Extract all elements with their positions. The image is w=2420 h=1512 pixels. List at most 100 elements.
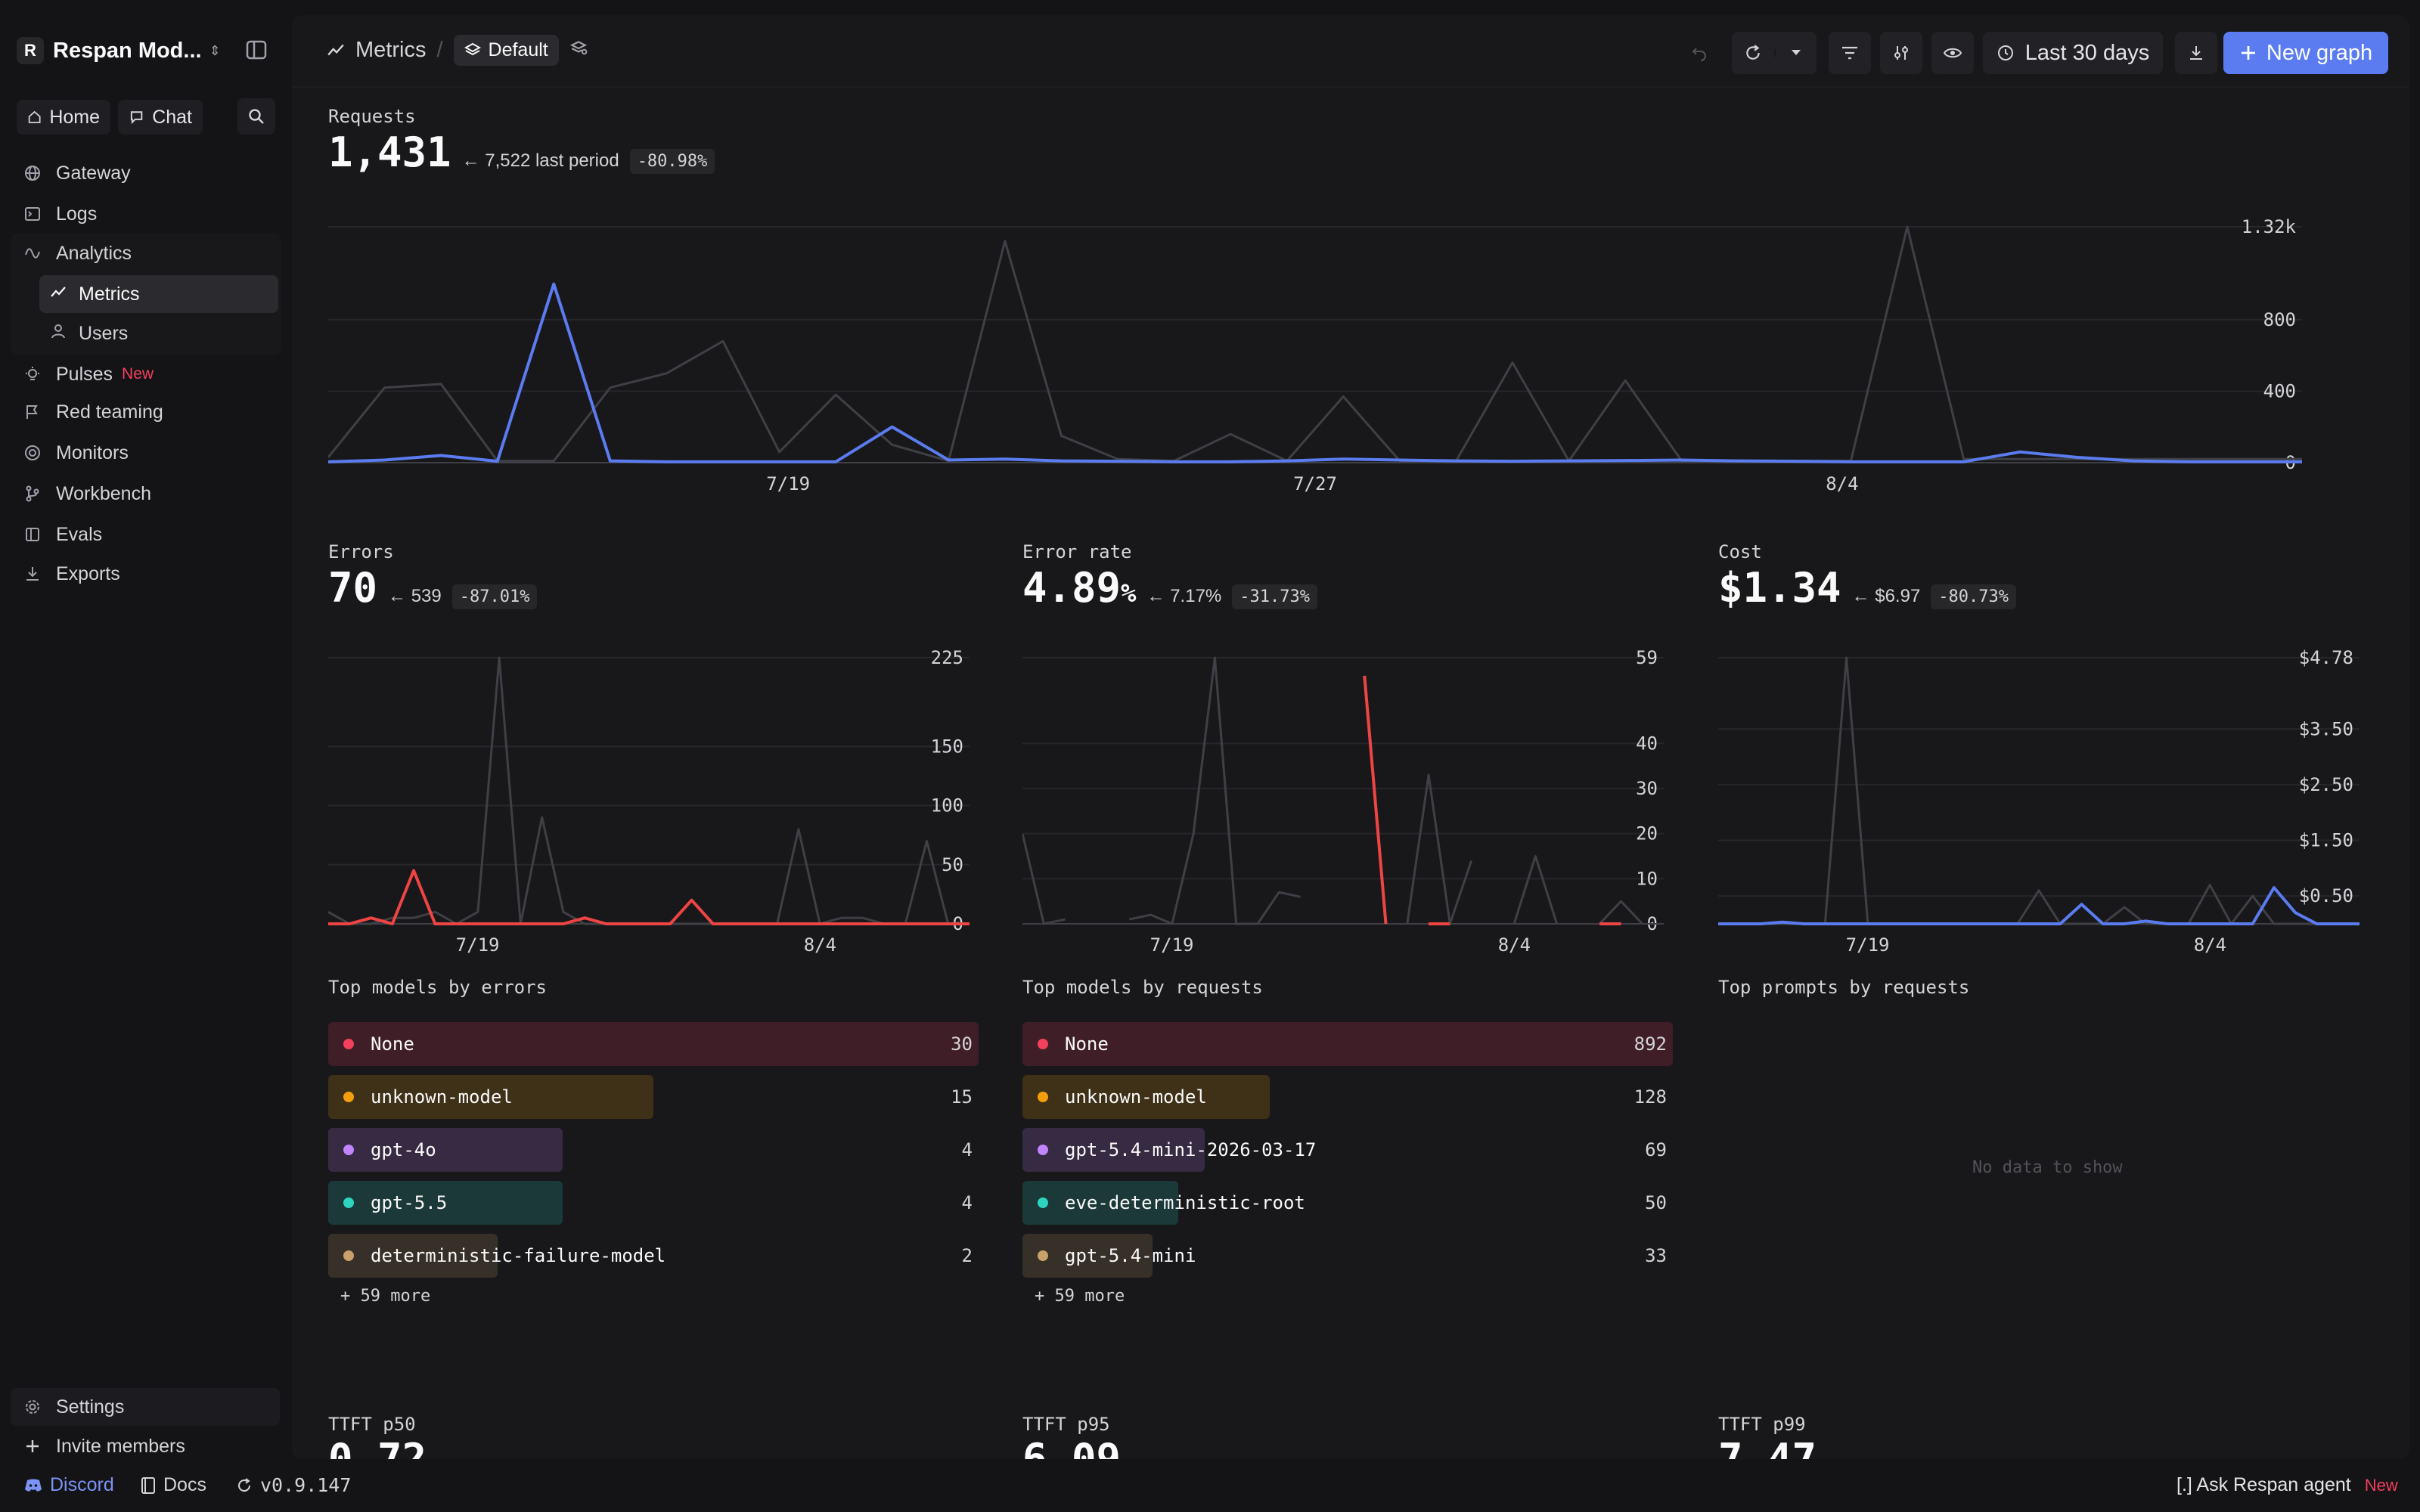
home-button[interactable]: Home <box>17 100 110 135</box>
cost-chart[interactable]: $4.78 $3.50 $2.50 $1.50 $0.50 7/19 8/4 <box>1718 643 2376 960</box>
refresh-group <box>1732 32 1817 74</box>
x-tick-label: 8/4 <box>1826 473 1858 494</box>
ttft-p50-value: 0.72 <box>328 1435 427 1459</box>
chat-label: Chat <box>152 106 192 128</box>
version-indicator[interactable]: v0.9.147 <box>236 1474 351 1496</box>
refresh-options-button[interactable] <box>1774 49 1817 57</box>
list-item-name: gpt-4o <box>371 1139 436 1160</box>
sidebar-label-workbench: Workbench <box>56 482 151 504</box>
sidebar-item-gateway[interactable]: Gateway <box>11 154 280 192</box>
list-item-count: 2 <box>961 1245 973 1266</box>
sidebar-toggle-button[interactable] <box>239 35 274 65</box>
sidebar-item-workbench[interactable]: Workbench <box>11 475 280 513</box>
ask-agent-button[interactable]: [.] Ask Respan agent New <box>2176 1474 2398 1496</box>
list-item[interactable]: gpt-5.5 4 <box>328 1181 979 1225</box>
sidebar-item-settings[interactable]: Settings <box>11 1388 280 1426</box>
show-more-link[interactable]: + 59 more <box>340 1287 431 1306</box>
list-item[interactable]: None 892 <box>1022 1022 1673 1066</box>
breadcrumb-metrics[interactable]: Metrics <box>355 37 427 62</box>
sidebar-item-exports[interactable]: Exports <box>11 555 280 593</box>
show-more-link[interactable]: + 59 more <box>1035 1287 1125 1306</box>
x-tick-label: 7/19 <box>766 473 810 494</box>
new-graph-button[interactable]: New graph <box>2223 32 2388 74</box>
refresh-icon <box>238 1477 251 1492</box>
y-tick-label: 50 <box>942 854 963 875</box>
legend-dot <box>343 1198 354 1208</box>
plus-icon <box>23 1436 42 1456</box>
list-item[interactable]: gpt-5.4-mini-2026-03-17 69 <box>1022 1128 1673 1172</box>
export-button[interactable] <box>2175 32 2217 74</box>
sidebar-label-evals: Evals <box>56 523 103 545</box>
sidebar-item-pulses[interactable]: Pulses New <box>11 355 280 393</box>
list-item[interactable]: gpt-4o 4 <box>328 1128 979 1172</box>
discord-label: Discord <box>50 1474 114 1495</box>
legend-dot <box>1038 1039 1048 1049</box>
group-by-button[interactable] <box>1880 32 1922 74</box>
series-line <box>328 656 970 925</box>
list-item-count: 69 <box>1645 1139 1667 1160</box>
y-tick-label: 59 <box>1636 647 1658 668</box>
layers-icon <box>464 42 481 56</box>
x-tick-label: 8/4 <box>1498 934 1531 956</box>
series-line <box>1406 773 1473 925</box>
list-item[interactable]: deterministic-failure-model 2 <box>328 1234 979 1278</box>
monitor-radar-icon <box>23 443 42 463</box>
discord-link[interactable]: Discord <box>24 1474 114 1496</box>
view-selector[interactable]: Default <box>453 34 559 66</box>
sidebar-label-red-teaming: Red teaming <box>56 401 163 423</box>
sidebar-label-gateway: Gateway <box>56 162 131 184</box>
list-item-name: None <box>1065 1033 1109 1055</box>
search-button[interactable] <box>237 98 275 135</box>
list-item[interactable]: unknown-model 15 <box>328 1075 979 1119</box>
series-line <box>328 869 970 925</box>
sidebar-item-red-teaming[interactable]: Red teaming <box>11 393 280 431</box>
user-icon <box>50 323 67 345</box>
filter-button[interactable] <box>1829 32 1871 74</box>
layers-settings-button[interactable] <box>569 38 588 63</box>
date-range-picker[interactable]: Last 30 days <box>1983 32 2163 74</box>
visibility-button[interactable] <box>1931 32 1974 74</box>
list-item-count: 33 <box>1645 1245 1667 1266</box>
download-icon <box>23 564 42 584</box>
requests-previous: ← 7,522 last period <box>461 150 619 171</box>
sidebar-item-monitors[interactable]: Monitors <box>11 434 280 472</box>
version-label: v0.9.147 <box>260 1474 352 1496</box>
wave-icon <box>23 243 42 263</box>
invite-members-button[interactable]: Invite members <box>11 1427 280 1465</box>
ttft-p50-summary: 0.72 <box>328 1435 427 1459</box>
list-item[interactable]: None 30 <box>328 1022 979 1066</box>
x-tick-label: 7/19 <box>1150 934 1194 956</box>
sidebar-item-analytics[interactable]: Analytics <box>11 234 280 272</box>
columns-icon <box>23 525 42 544</box>
top-models-by-requests: None 892 unknown-model 128 gpt-5.4-mini-2026… <box>1022 1022 1673 1306</box>
error-rate-label: Error rate <box>1022 541 1132 562</box>
x-tick-label: 8/4 <box>2194 934 2226 956</box>
sidebar-item-metrics[interactable]: Metrics <box>39 275 278 313</box>
sidebar-item-logs[interactable]: Logs <box>11 195 280 233</box>
ask-agent-label: [.] Ask Respan agent <box>2176 1474 2351 1495</box>
cost-value: $1.34 <box>1718 564 1841 612</box>
undo-button[interactable] <box>1682 32 1717 74</box>
errors-previous: ← 539 <box>388 586 442 606</box>
top-errors-title: Top models by errors <box>328 977 547 998</box>
list-item-bar <box>1022 1075 1270 1119</box>
docs-link[interactable]: Docs <box>141 1474 206 1496</box>
chevron-updown-icon: ⇕ <box>209 42 221 58</box>
list-item[interactable]: unknown-model 128 <box>1022 1075 1673 1119</box>
chat-button[interactable]: Chat <box>118 100 203 135</box>
top-toolbar: Metrics / Default <box>292 15 2409 88</box>
trend-line-icon <box>327 44 344 56</box>
sidebar-item-users[interactable]: Users <box>39 314 278 352</box>
list-item-name: gpt-5.5 <box>371 1192 448 1213</box>
list-item[interactable]: eve-deterministic-root 50 <box>1022 1181 1673 1225</box>
refresh-button[interactable] <box>1732 44 1774 62</box>
requests-change: -80.98% <box>629 149 715 174</box>
legend-dot <box>343 1039 354 1049</box>
workspace-switcher[interactable]: R Respan Mod... ⇕ <box>17 33 221 68</box>
sidebar-item-evals[interactable]: Evals <box>11 516 280 553</box>
list-item[interactable]: gpt-5.4-mini 33 <box>1022 1234 1673 1278</box>
docs-label: Docs <box>163 1474 206 1495</box>
